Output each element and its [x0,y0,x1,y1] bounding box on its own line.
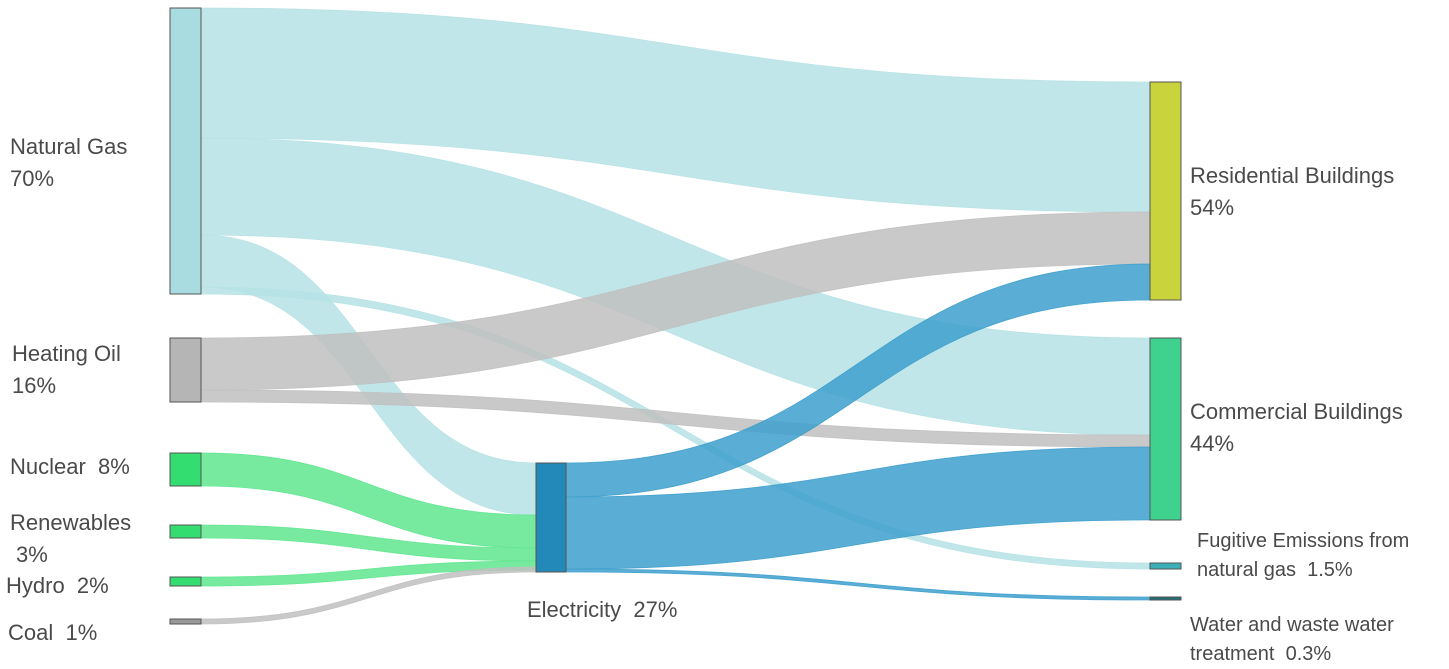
label-residential: Residential Buildings 54% [1190,160,1394,224]
label-renewables-name: Renewables [10,510,132,535]
label-renewables: Renewables 3% [10,507,131,571]
label-residential-name: Residential Buildings [1190,163,1395,188]
label-electricity-name: Electricity [527,597,622,622]
label-hydro: Hydro 2% [6,570,109,602]
label-natural-gas: Natural Gas 70% [10,131,127,195]
label-hydro-pct: 2% [76,573,109,598]
label-water: Water and waste water treatment 0.3% [1190,611,1394,669]
label-water-line1: Water and waste water [1190,614,1394,636]
node-commercial [1149,337,1182,521]
label-heating-oil: Heating Oil 16% [12,338,121,402]
label-water-line2: treatment [1190,643,1275,665]
label-fugitive-line2-wrap: natural gas 1.5% [1197,556,1409,585]
flow-links [200,7,1151,625]
label-nuclear: Nuclear 8% [10,451,130,483]
label-coal: Coal 1% [8,617,97,649]
label-renewables-pct: 3% [16,542,48,567]
label-hydro-name: Hydro [6,573,65,598]
label-fugitive: Fugitive Emissions from natural gas 1.5% [1197,527,1409,585]
node-nuclear [169,452,202,487]
node-bars [169,7,1182,625]
label-nuclear-pct: 8% [98,454,130,479]
label-coal-pct: 1% [65,620,98,645]
label-heating-oil-pct: 16% [12,373,57,398]
label-electricity-pct: 27% [633,597,678,622]
node-hydro [169,576,202,587]
label-commercial: Commercial Buildings 44% [1190,396,1403,460]
label-coal-name: Coal [8,620,54,645]
node-residential [1149,81,1182,301]
label-natural-gas-name: Natural Gas [10,134,128,159]
label-fugitive-pct: 1.5% [1307,559,1353,581]
node-renewables [169,524,202,539]
node-water [1149,596,1182,601]
label-commercial-pct: 44% [1190,431,1235,456]
label-nuclear-name: Nuclear [10,454,86,479]
label-natural-gas-pct: 70% [10,166,55,191]
node-coal [169,618,202,625]
label-heating-oil-name: Heating Oil [12,341,121,366]
label-commercial-name: Commercial Buildings [1190,399,1403,424]
node-electricity [535,462,567,573]
node-fugitive [1149,562,1182,570]
label-residential-pct: 54% [1190,195,1235,220]
label-fugitive-line1: Fugitive Emissions from [1197,530,1410,552]
node-heating-oil [169,337,202,403]
label-fugitive-line2: natural gas [1197,559,1296,581]
label-water-pct: 0.3% [1285,643,1332,665]
label-water-line2-wrap: treatment 0.3% [1190,640,1394,669]
node-natural-gas [169,7,202,295]
label-electricity: Electricity 27% [527,594,677,626]
